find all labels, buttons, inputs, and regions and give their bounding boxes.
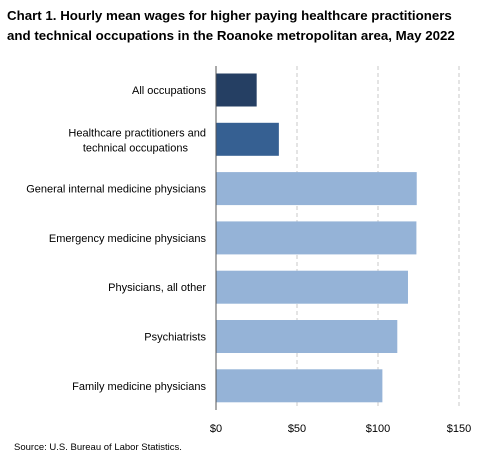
x-axis-ticks: $0 $50 $100 $150 <box>210 423 471 435</box>
category-label: All occupations <box>132 85 206 97</box>
category-label: Physicians, all other <box>108 282 206 294</box>
category-label: Emergency medicine physicians <box>49 233 207 245</box>
bars <box>216 73 417 403</box>
bar-5 <box>216 320 398 353</box>
category-label: General internal medicine physicians <box>26 184 206 196</box>
bar-3 <box>216 221 417 255</box>
chart-title: Chart 1. Hourly mean wages for higher pa… <box>7 8 455 43</box>
category-label: Healthcare practitioners and technical oc… <box>68 127 206 154</box>
category-labels: All occupations Healthcare practitioners … <box>26 85 206 393</box>
bar-4 <box>216 270 408 304</box>
x-tick-label: $0 <box>210 423 222 435</box>
bar-6 <box>216 369 383 403</box>
x-tick-label: $50 <box>288 423 306 435</box>
x-tick-label: $150 <box>447 423 471 435</box>
chart-source: Source: U.S. Bureau of Labor Statistics. <box>14 442 182 453</box>
bar-2 <box>216 172 417 206</box>
x-tick-label: $100 <box>366 423 390 435</box>
bar-1 <box>216 122 279 156</box>
category-label: Psychiatrists <box>144 332 206 344</box>
category-label: Family medicine physicians <box>72 381 206 393</box>
bar-0 <box>216 73 257 107</box>
